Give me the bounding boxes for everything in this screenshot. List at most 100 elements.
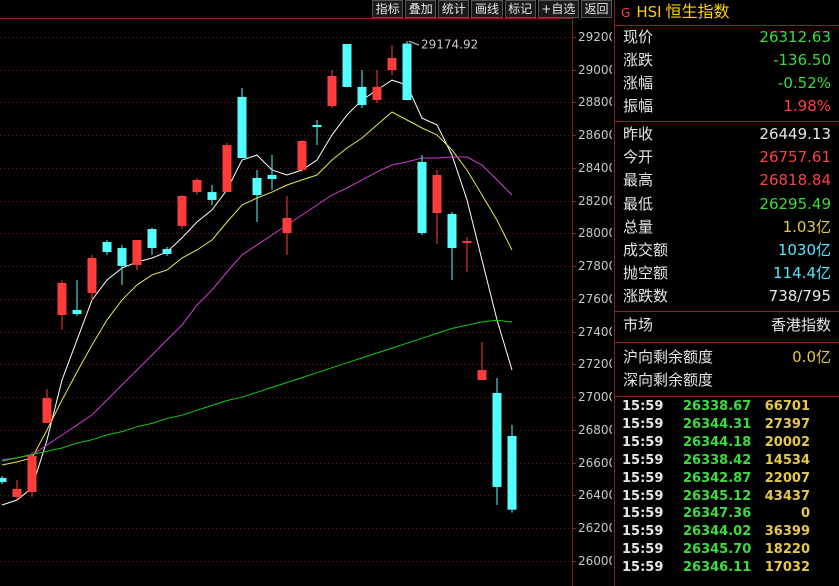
candle-body [177,195,187,226]
index-code: HSI [636,3,662,21]
row-value: 26295.49 [759,194,831,213]
high-annotation: 29174.92 [421,38,478,52]
row-label: 市场 [623,316,654,334]
row-label: 现价 [623,28,654,46]
candle-body [237,96,247,159]
trade-volume: 14534 [764,452,810,468]
y-tick-label: 26200 [578,521,612,535]
trade-time: 15:59 [622,506,664,522]
trade-price: 26344.18 [683,434,752,450]
trade-price: 26344.02 [683,524,752,540]
toolbar-button[interactable]: 统计 [438,0,470,18]
candle-body [372,86,382,101]
candle-body [87,258,97,293]
trade-time: 15:59 [622,416,664,432]
row-value: 1.98% [783,97,831,115]
toolbar-button[interactable]: +自选 [537,0,579,18]
trade-time: 15:59 [622,488,664,504]
trade-volume: 18220 [764,542,810,558]
candle-body [12,488,22,497]
toolbar-button[interactable]: 返回 [580,0,613,18]
toolbar-button[interactable]: 叠加 [405,0,437,18]
trade-volume: 22007 [764,470,810,486]
trade-time: 15:59 [622,452,664,468]
trade-time: 15:59 [622,524,664,540]
moving-average-line [1,156,513,461]
y-tick-label: 28200 [578,194,612,208]
trade-price: 26342.87 [683,470,752,486]
row-value: 26818.84 [759,171,831,190]
row-value: 114.4亿 [773,264,831,283]
trade-price: 26345.70 [683,542,752,558]
trade-price: 26347.36 [683,506,752,522]
candle-body [147,229,157,249]
toolbar-button[interactable]: 指标 [372,0,404,18]
candle-body [297,140,307,170]
toolbar-button[interactable]: 画线 [471,0,503,18]
trade-volume: 43437 [764,488,810,504]
candle-body [267,175,277,179]
trade-price: 26338.42 [683,452,752,468]
candle-body [387,57,397,71]
row-value: -136.50 [773,51,831,69]
chart: 26000 26200 26400 26600 26800 27000 27200 27400… [0,18,612,586]
row-label: 成交额 [623,241,669,259]
candle-body [507,436,517,510]
candle-body [102,241,112,252]
candle-body [192,179,202,193]
candle-body [417,161,427,233]
row-label: 总量 [623,217,654,236]
candle-body [402,43,412,101]
candle-body [447,213,457,249]
candle-body [27,455,37,493]
y-tick-label: 28600 [578,128,612,142]
y-tick-label: 26400 [578,488,612,502]
candle-body [432,175,442,214]
candle-body [357,86,367,105]
row-value: 1.03亿 [782,217,831,236]
row-label: 抛空额 [623,264,669,283]
separator [615,396,839,397]
market-mark: G [621,6,631,20]
candle-body [312,124,322,128]
y-tick-label: 27800 [578,259,612,273]
row-label: 涨跌 [623,51,654,69]
trade-volume: 20002 [764,434,810,450]
trade-volume: 66701 [764,399,810,414]
row-label: 深向剩余额度 [623,371,714,389]
trade-volume: 0 [800,506,810,522]
y-tick-label: 27600 [578,292,612,306]
row-label: 最低 [623,194,654,213]
candle-body [462,241,472,243]
row-label: 最高 [623,171,654,190]
candle-body [57,282,67,316]
y-tick-label: 26800 [578,423,612,437]
candle-body [42,398,52,423]
separator [615,342,839,343]
trade-price: 26344.31 [683,416,752,432]
candle-body [0,477,7,483]
trade-price: 26338.67 [683,399,752,414]
candle-body [117,248,127,266]
row-value: -0.52% [777,74,831,92]
separator [615,121,839,122]
y-tick-label: 27000 [578,390,612,404]
index-name: 恒生指数 [665,2,730,21]
y-tick-label: 27400 [578,325,612,339]
candle-body [207,192,217,200]
row-value: 26449.13 [759,125,831,143]
toolbar: 指标 叠加 统计 画线 标记 +自选 返回 [372,0,613,18]
trade-volume: 36399 [764,524,810,540]
candle-body [492,392,502,487]
row-label: 涨幅 [623,74,654,92]
candle-body [327,75,337,106]
row-label: 涨跌数 [623,287,669,306]
candle-body [252,177,262,196]
toolbar-button[interactable]: 标记 [504,0,536,18]
y-tick-label: 28800 [578,95,612,109]
y-tick-label: 28400 [578,161,612,175]
row-label: 今开 [623,148,654,167]
row-label: 昨收 [623,125,654,143]
moving-average-line [1,79,513,506]
